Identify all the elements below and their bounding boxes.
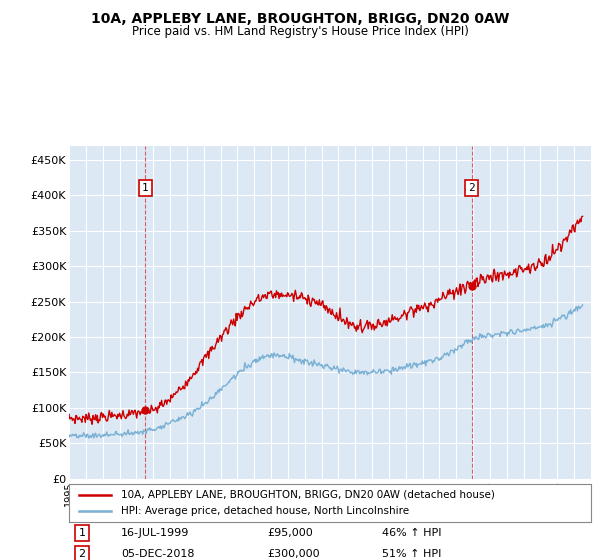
Text: 10A, APPLEBY LANE, BROUGHTON, BRIGG, DN20 0AW: 10A, APPLEBY LANE, BROUGHTON, BRIGG, DN2… (91, 12, 509, 26)
Text: 2: 2 (469, 183, 475, 193)
Text: HPI: Average price, detached house, North Lincolnshire: HPI: Average price, detached house, Nort… (121, 506, 409, 516)
Text: 05-DEC-2018: 05-DEC-2018 (121, 549, 194, 559)
Text: 46% ↑ HPI: 46% ↑ HPI (382, 528, 442, 538)
Text: 10A, APPLEBY LANE, BROUGHTON, BRIGG, DN20 0AW (detached house): 10A, APPLEBY LANE, BROUGHTON, BRIGG, DN2… (121, 489, 495, 500)
Text: 51% ↑ HPI: 51% ↑ HPI (382, 549, 442, 559)
Text: £300,000: £300,000 (268, 549, 320, 559)
Text: 2: 2 (79, 549, 86, 559)
Text: 16-JUL-1999: 16-JUL-1999 (121, 528, 190, 538)
Text: £95,000: £95,000 (268, 528, 313, 538)
Text: 1: 1 (142, 183, 149, 193)
Text: Price paid vs. HM Land Registry's House Price Index (HPI): Price paid vs. HM Land Registry's House … (131, 25, 469, 38)
Text: 1: 1 (79, 528, 86, 538)
